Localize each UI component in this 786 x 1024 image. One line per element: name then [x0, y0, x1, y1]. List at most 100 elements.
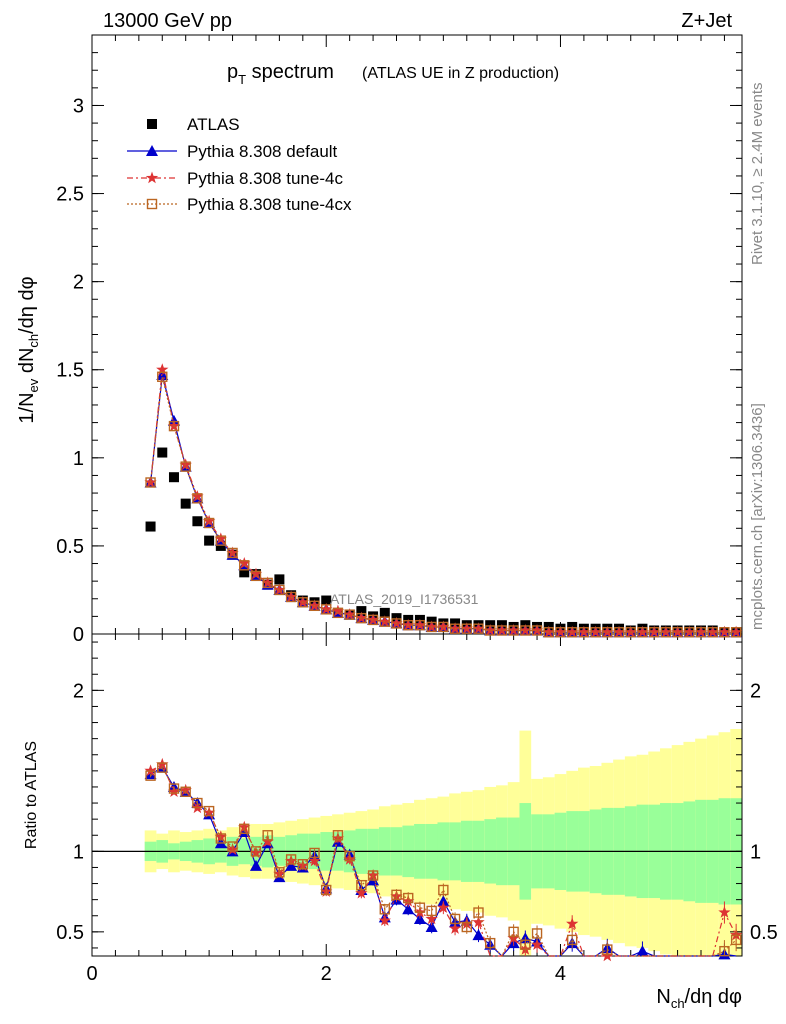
main-point-opensq: [180, 461, 191, 472]
ratio-point-star: [437, 901, 450, 913]
main-point-star: [730, 625, 743, 638]
main-point-opensq: [203, 517, 215, 529]
ratio-point-star: [308, 854, 321, 867]
main-y-tick-label: 1.5: [56, 360, 84, 382]
plot-title: pT spectrum (ATLAS UE in Z production): [227, 61, 559, 87]
ratio-point-opensq: [403, 892, 414, 904]
main-point-opensq: [356, 612, 367, 624]
ratio-y-tick-label-right: 2: [750, 680, 761, 702]
ratio-point-opensq: [262, 830, 273, 841]
main-point-opensq: [520, 625, 531, 636]
ratio-series-line: [150, 766, 737, 958]
main-point-star: [636, 625, 649, 638]
main-point-opensq: [157, 371, 168, 382]
main-point-star: [156, 363, 169, 375]
main-point-star: [694, 625, 708, 638]
main-point-opensq: [145, 477, 156, 488]
svg-text:Nch/dη dφ: Nch/dη dφ: [656, 986, 742, 1011]
main-point-star: [589, 625, 602, 638]
main-point-opensq: [262, 577, 273, 589]
main-point-opensq: [590, 627, 601, 638]
main-point-opensq: [730, 627, 742, 638]
main-point-opensq: [637, 627, 648, 638]
main-point-star: [249, 567, 263, 580]
main-point-opensq: [707, 627, 718, 638]
svg-text:pT spectrum: pT spectrum: [227, 61, 334, 87]
main-point-opensq: [660, 627, 672, 638]
main-point-opensq: [321, 604, 332, 615]
main-point-star: [507, 624, 520, 636]
main-point-star: [718, 625, 731, 638]
main-point-opensq: [648, 627, 660, 638]
main-point-opensq: [426, 621, 437, 633]
legend-marker: [147, 119, 157, 129]
main-point-opensq: [309, 600, 320, 612]
main-point-star: [214, 532, 227, 545]
main-ylabel: 1/Nev dNch/dη dφ: [16, 276, 41, 423]
main-point-opensq: [672, 627, 683, 638]
main-point-opensq: [625, 627, 636, 638]
main-point-opensq: [414, 619, 426, 631]
main-point-opensq: [602, 627, 613, 638]
ratio-point-star: [144, 764, 157, 777]
ratio-point-star: [448, 922, 462, 934]
main-point-opensq: [484, 625, 496, 636]
main-point-opensq: [461, 623, 472, 634]
ratio-point-opensq: [250, 846, 262, 857]
main-point-opensq: [566, 627, 578, 638]
ratio-point-triangle: [636, 945, 649, 957]
ratio-point-star: [718, 906, 731, 918]
ratio-point-opensq: [449, 913, 461, 925]
main-point-square: [321, 595, 332, 606]
main-point-opensq: [438, 621, 449, 633]
x-tick-label: 2: [321, 963, 332, 985]
main-point-opensq: [297, 597, 309, 608]
main-point-opensq: [496, 625, 508, 636]
main-point-star: [226, 546, 239, 559]
main-point-star: [378, 615, 391, 627]
main-point-star: [402, 618, 415, 631]
main-point-square: [192, 516, 203, 527]
ratio-point-triangle: [144, 768, 157, 780]
ratio-point-opensq: [239, 823, 250, 835]
main-point-opensq: [719, 627, 730, 638]
main-point-star: [495, 624, 509, 636]
process-label: Z+Jet: [681, 10, 732, 32]
main-point-star: [706, 625, 719, 638]
ratio-point-star: [378, 914, 391, 926]
main-point-opensq: [508, 625, 519, 636]
ratio-point-opensq: [438, 884, 449, 896]
mcplots-label: mcplots.cern.ch [arXiv:1306.3436]: [749, 403, 766, 630]
main-point-opensq: [192, 493, 203, 504]
legend: ATLAS Pythia 8.308 default Pythia 8.308 tu…: [127, 115, 352, 214]
ratio-point-star: [261, 835, 274, 847]
main-y-tick-label: 2.5: [56, 184, 84, 206]
main-point-opensq: [285, 591, 297, 603]
main-point-star: [671, 625, 684, 638]
main-point-opensq: [473, 623, 484, 634]
ratio-point-triangle: [402, 903, 415, 915]
main-point-square: [215, 540, 226, 551]
ratio-point-opensq: [203, 805, 215, 817]
ratio-point-opensq: [145, 770, 156, 781]
main-plot-marks: [144, 363, 743, 638]
main-point-square: [239, 567, 250, 578]
main-y-tick-label: 0: [73, 624, 84, 646]
main-point-star: [413, 618, 427, 631]
legend-label: Pythia 8.308 default: [187, 142, 338, 161]
legend-marker: [146, 198, 158, 210]
ratio-point-opensq: [332, 830, 344, 841]
ratio-y-tick-label-right: 0.5: [750, 922, 778, 944]
ratio-point-opensq: [531, 928, 543, 939]
ratio-ylabel: Ratio to ATLAS: [23, 741, 40, 849]
main-point-star: [554, 625, 567, 638]
ratio-point-opensq: [227, 841, 238, 852]
legend-label: ATLAS: [187, 115, 240, 134]
ratio-point-star: [179, 783, 192, 796]
main-point-square: [180, 498, 191, 509]
main-point-opensq: [555, 627, 566, 638]
main-point-opensq: [168, 420, 180, 432]
ratio-point-opensq: [274, 867, 285, 878]
x-axis-label: Nch/dη dφ: [656, 986, 742, 1011]
ratio-point-triangle: [425, 921, 438, 933]
